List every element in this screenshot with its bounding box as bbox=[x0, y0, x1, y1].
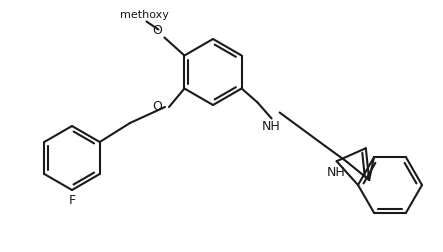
Text: O: O bbox=[152, 23, 163, 37]
Text: F: F bbox=[68, 194, 76, 207]
Text: NH: NH bbox=[327, 166, 346, 179]
Text: NH: NH bbox=[262, 120, 281, 134]
Text: methoxy: methoxy bbox=[120, 10, 169, 19]
Text: O: O bbox=[152, 101, 162, 113]
